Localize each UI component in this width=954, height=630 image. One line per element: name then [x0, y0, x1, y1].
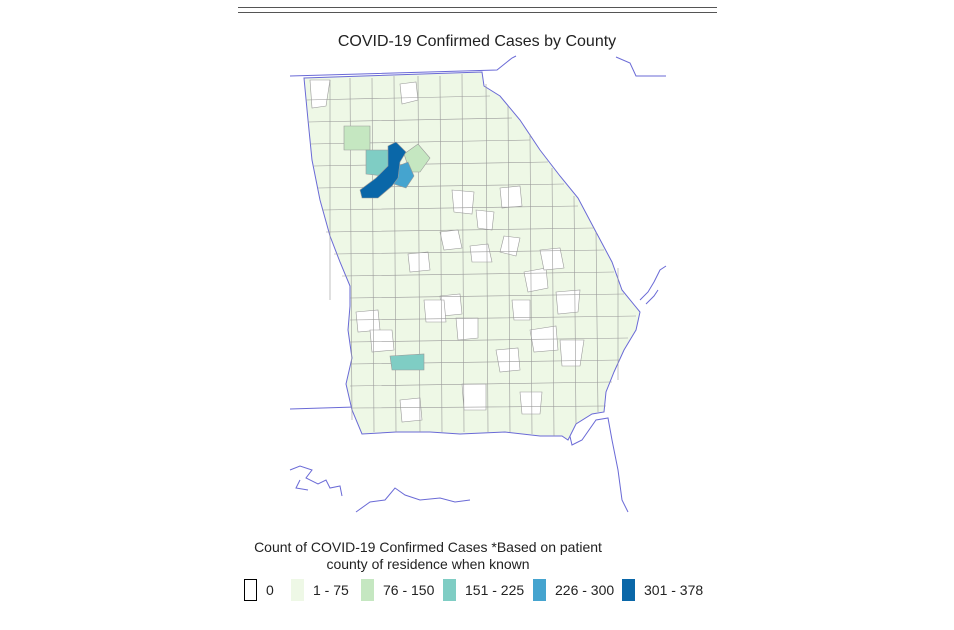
legend-swatch [533, 579, 546, 601]
legend-item-3: 151 - 225 [443, 578, 524, 602]
county-76-150-nw [343, 125, 371, 151]
legend-item-2: 76 - 150 [361, 578, 434, 602]
legend-item-1: 1 - 75 [291, 578, 349, 602]
legend-swatch [443, 579, 456, 601]
legend-item-0: 0 [244, 578, 274, 602]
legend-item-4: 226 - 300 [533, 578, 614, 602]
legend-swatch [291, 579, 304, 601]
map-title: COVID-19 Confirmed Cases by County [337, 33, 617, 50]
legend-item-5: 301 - 378 [622, 578, 703, 602]
county-boundaries [305, 73, 637, 437]
legend-label: 151 - 225 [465, 582, 525, 598]
legend-swatch [622, 579, 635, 601]
legend-label: 76 - 150 [383, 582, 435, 598]
zero-case-counties [309, 79, 585, 423]
legend-label: 1 - 75 [313, 582, 349, 598]
state-borders [289, 55, 667, 513]
top-divider [238, 7, 717, 13]
legend-caption: Count of COVID-19 Confirmed Cases *Based… [238, 539, 618, 573]
county-301-378-fulton [359, 141, 407, 199]
legend-label: 226 - 300 [555, 582, 615, 598]
legend-caption-line2: county of residence when known [326, 556, 530, 572]
legend-caption-line1: Count of COVID-19 Confirmed Cases *Based… [254, 539, 602, 555]
legend-swatch [244, 579, 257, 601]
legend-label: 0 [266, 582, 274, 598]
legend-label: 301 - 378 [644, 582, 704, 598]
legend-swatch [361, 579, 374, 601]
county-151-225-south [389, 353, 425, 371]
